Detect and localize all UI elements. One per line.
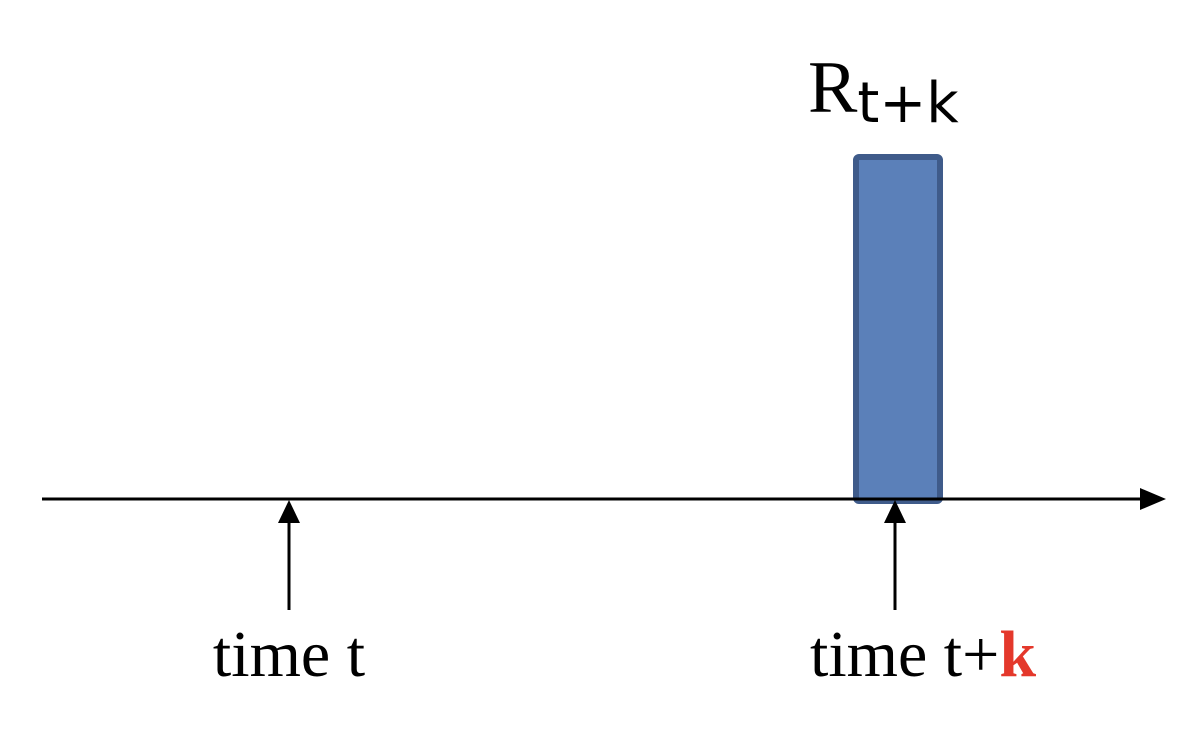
marker-arrow-t-head xyxy=(278,500,300,523)
marker-arrow-t-plus-k-head xyxy=(884,500,906,523)
marker-label-t-plus-k-prefix: time t+ xyxy=(810,618,999,691)
marker-label-t-text: time t xyxy=(213,618,365,691)
reward-label: Rt+k xyxy=(808,47,959,136)
marker-label-k-highlight: k xyxy=(999,618,1036,691)
reward-subscript: t+k xyxy=(857,71,959,136)
time-axis-arrowhead xyxy=(1140,488,1166,510)
marker-label-t-plus-k: time t+k xyxy=(810,618,1036,691)
marker-label-t: time t xyxy=(213,618,365,691)
reward-bar xyxy=(853,154,943,504)
reward-symbol: R xyxy=(808,47,858,129)
